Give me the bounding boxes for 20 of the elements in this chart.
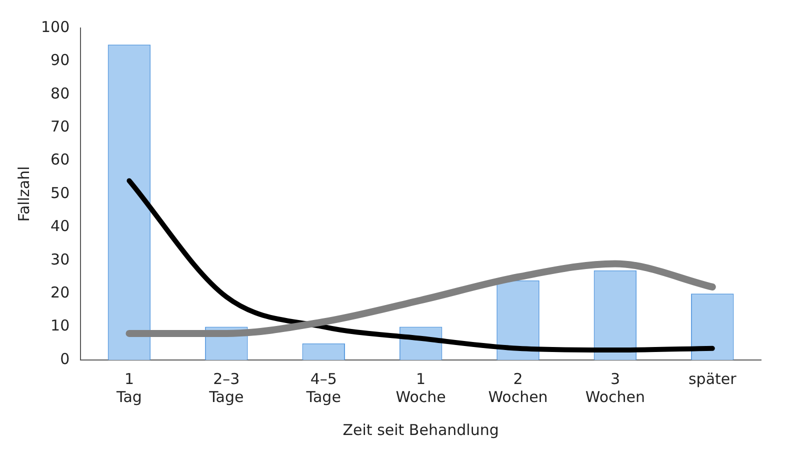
x-tick-label: 4–5 Tage: [305, 370, 341, 406]
y-tick-label: 0: [60, 350, 70, 368]
x-tick-label: 1 Woche: [396, 370, 446, 406]
y-tick-label: 60: [50, 150, 70, 169]
y-tick-label: 70: [50, 117, 70, 136]
y-tick-label: 50: [50, 184, 70, 202]
y-tick-label: 80: [50, 84, 70, 102]
y-tick-label: 20: [50, 283, 70, 302]
y-axis-title: Fallzahl: [14, 166, 33, 222]
x-tick-label: 2–3 Tage: [208, 370, 244, 406]
y-tick-label: 30: [50, 250, 70, 268]
x-tick-label: 3 Wochen: [585, 370, 646, 406]
x-tick-label: später: [688, 370, 738, 388]
y-tick-label: 90: [50, 51, 70, 70]
y-tick-label: 10: [50, 316, 70, 335]
x-tick-label: 2 Wochen: [488, 370, 548, 406]
y-tick-label: 40: [50, 217, 70, 236]
y-tick-label: 100: [40, 18, 70, 36]
x-tick-label: 1 Tag: [116, 370, 142, 406]
x-axis-title: Zeit seit Behandlung: [342, 420, 499, 439]
